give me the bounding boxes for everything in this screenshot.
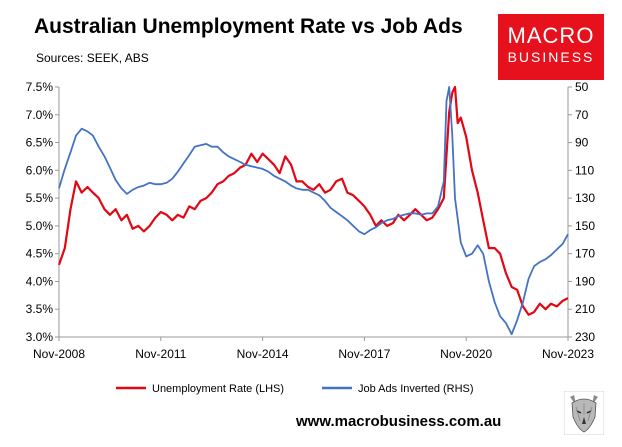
left-tick-label: 6.5%: [26, 136, 54, 150]
x-tick-label: Nov-2011: [135, 347, 186, 361]
x-tick-label: Nov-2020: [440, 347, 492, 361]
right-tick-label: 190: [575, 274, 595, 288]
right-tick-label: 70: [575, 108, 589, 122]
macrobusiness-logo: MACRO BUSINESS: [498, 14, 604, 80]
right-tick-label: 110: [575, 163, 594, 177]
chart-title: Australian Unemployment Rate vs Job Ads: [34, 15, 463, 38]
x-tick-label: Nov-2023: [542, 347, 594, 361]
left-tick-label: 4.0%: [26, 274, 54, 288]
legend-label: Job Ads Inverted (RHS): [358, 383, 474, 395]
right-tick-label: 170: [575, 247, 595, 261]
left-tick-label: 7.5%: [26, 80, 54, 94]
x-tick-label: Nov-2014: [237, 347, 289, 361]
logo-line-1: MACRO: [507, 23, 595, 48]
right-tick-label: 90: [575, 136, 589, 150]
x-tick-label: Nov-2008: [33, 347, 85, 361]
right-tick-label: 230: [575, 330, 595, 344]
left-tick-label: 3.5%: [26, 302, 54, 316]
right-tick-label: 210: [575, 302, 595, 316]
right-tick-label: 130: [575, 191, 595, 205]
right-tick-label: 50: [575, 80, 589, 94]
logo-line-2: BUSINESS: [507, 49, 595, 65]
left-tick-label: 4.5%: [26, 247, 54, 261]
right-tick-label: 150: [575, 219, 595, 233]
job-ads-inverted-line: [58, 86, 569, 336]
chart-sources: Sources: SEEK, ABS: [36, 51, 149, 65]
unemployment-rate-line: [57, 85, 569, 316]
left-tick-label: 7.0%: [26, 108, 54, 122]
left-tick-label: 5.0%: [26, 219, 54, 233]
website-url: www.macrobusiness.com.au: [296, 413, 502, 430]
left-tick-label: 3.0%: [26, 330, 54, 344]
left-tick-label: 5.5%: [26, 191, 54, 205]
x-tick-label: Nov-2017: [338, 347, 390, 361]
legend-label: Unemployment Rate (LHS): [152, 383, 284, 395]
left-tick-label: 6.0%: [26, 163, 54, 177]
wolf-logo-icon: [564, 391, 604, 435]
